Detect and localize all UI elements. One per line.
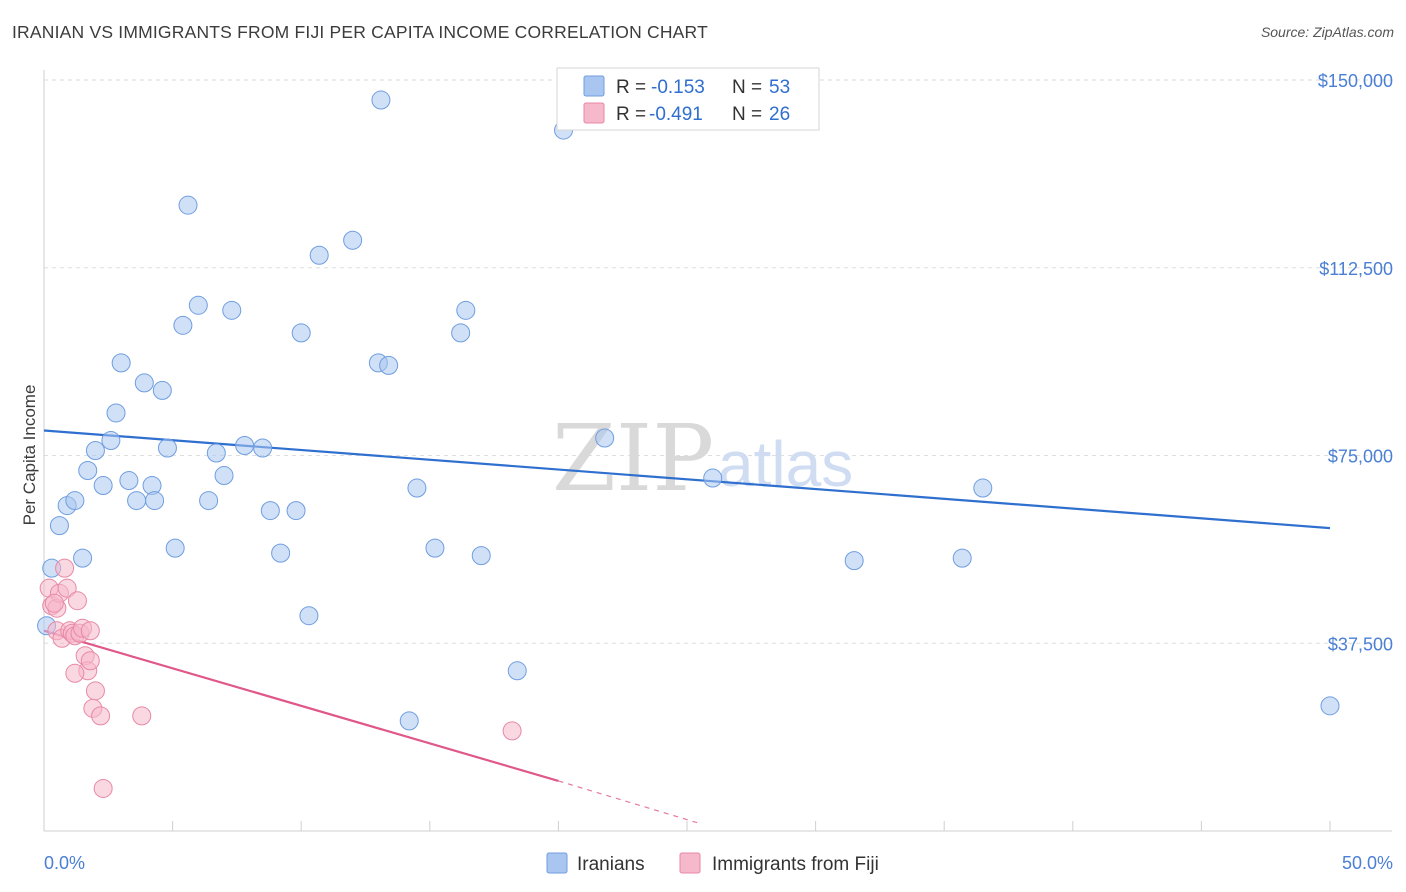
iranians-point <box>253 438 273 458</box>
trend-line-fiji <box>43 629 559 782</box>
iranians-point <box>188 295 208 315</box>
iranians-point <box>271 543 291 563</box>
legend-n-label-1: N = <box>732 77 762 98</box>
iranians-point <box>399 711 419 731</box>
y-tick-label: $112,500 <box>1319 259 1393 279</box>
iranians-point <box>379 355 399 375</box>
watermark-zip: ZIP <box>552 405 714 512</box>
y-tick-label: $150,000 <box>1318 71 1393 91</box>
fiji-point <box>67 591 87 611</box>
iranians-point <box>595 428 615 448</box>
fiji-point <box>44 593 64 613</box>
iranians-point <box>451 323 471 343</box>
series-iranians-points <box>37 90 1340 731</box>
legend-swatch-fiji <box>583 102 605 124</box>
trend-line-extension <box>558 780 701 825</box>
iranians-point <box>73 548 93 568</box>
legend-bottom-label-fiji: Immigrants from Fiji <box>712 854 879 875</box>
legend-n-value-2: 26 <box>769 104 790 125</box>
fiji-point <box>80 621 100 641</box>
iranians-point <box>106 403 126 423</box>
iranians-point <box>371 90 391 110</box>
iranians-point <box>214 466 234 486</box>
iranians-point <box>178 195 198 215</box>
legend-r-value-1: -0.153 <box>651 77 705 98</box>
iranians-point <box>291 323 311 343</box>
iranians-point <box>49 516 69 536</box>
legend-top: R = -0.153 N = 53 R = -0.491 N = 26 <box>556 67 820 131</box>
legend-n-label-2: N = <box>732 104 762 125</box>
fiji-point <box>80 651 100 671</box>
legend-swatch-iranians <box>583 75 605 97</box>
fiji-point <box>55 558 75 578</box>
iranians-point <box>127 491 147 511</box>
fiji-point <box>91 706 111 726</box>
iranians-point <box>973 478 993 498</box>
iranians-point <box>85 441 105 460</box>
iranians-point <box>145 491 165 511</box>
iranians-point <box>425 538 445 558</box>
iranians-point <box>260 501 280 521</box>
iranians-point <box>299 606 319 626</box>
iranians-point <box>78 461 98 481</box>
legend-n-value-1: 53 <box>769 77 790 98</box>
iranians-point <box>952 548 972 568</box>
watermark: ZIP atlas <box>552 405 853 512</box>
legend-r-label-2: R = <box>616 104 646 125</box>
y-tick-label: $75,000 <box>1328 447 1393 467</box>
x-ticks <box>43 821 1331 831</box>
iranians-point <box>157 438 177 458</box>
iranians-point <box>844 551 864 571</box>
legend-bottom-label-iranians: Iranians <box>577 854 645 875</box>
iranians-point <box>134 373 154 393</box>
fiji-point <box>85 681 105 701</box>
series-fiji-points <box>39 558 522 798</box>
y-tick-labels: $37,500 $75,000 $112,500 $150,000 <box>1318 71 1393 654</box>
y-axis-label: Per Capita Income <box>20 385 39 526</box>
iranians-point <box>93 476 113 496</box>
iranians-point <box>119 471 139 491</box>
chart-title: IRANIAN VS IMMIGRANTS FROM FIJI PER CAPI… <box>12 22 708 42</box>
legend-bottom-swatch-fiji <box>679 852 701 874</box>
iranians-point <box>222 300 242 320</box>
iranians-point <box>507 661 527 681</box>
legend-r-label-1: R = <box>616 77 646 98</box>
x-tick-label-max: 50.0% <box>1342 853 1393 873</box>
iranians-point <box>343 230 363 250</box>
iranians-point <box>235 435 255 455</box>
iranians-point <box>152 380 172 400</box>
iranians-point <box>173 315 193 335</box>
iranians-point <box>456 300 476 320</box>
fiji-point <box>93 778 113 798</box>
legend-bottom: Iranians Immigrants from Fiji <box>546 852 879 875</box>
gridlines <box>44 79 1392 644</box>
iranians-point <box>703 468 723 488</box>
iranians-point <box>471 546 491 566</box>
axes <box>43 70 1392 832</box>
iranians-point <box>407 478 427 498</box>
iranians-point <box>1320 696 1340 716</box>
fiji-point <box>57 578 77 598</box>
iranians-point <box>101 430 121 450</box>
x-tick-label-min: 0.0% <box>44 853 85 873</box>
iranians-point <box>65 491 85 511</box>
iranians-point <box>111 353 131 373</box>
watermark-atlas: atlas <box>718 428 853 500</box>
fiji-point <box>502 721 522 741</box>
iranians-point <box>309 245 329 265</box>
iranians-point <box>206 443 226 463</box>
chart-source: Source: ZipAtlas.com <box>1260 24 1394 40</box>
legend-bottom-swatch-iranians <box>546 852 568 874</box>
legend-r-value-2: -0.491 <box>649 104 703 125</box>
fiji-point <box>65 663 85 683</box>
iranians-point <box>199 491 219 511</box>
iranians-point <box>165 538 185 558</box>
fiji-point <box>132 706 152 726</box>
y-tick-label: $37,500 <box>1328 634 1393 654</box>
iranians-point <box>286 501 306 521</box>
